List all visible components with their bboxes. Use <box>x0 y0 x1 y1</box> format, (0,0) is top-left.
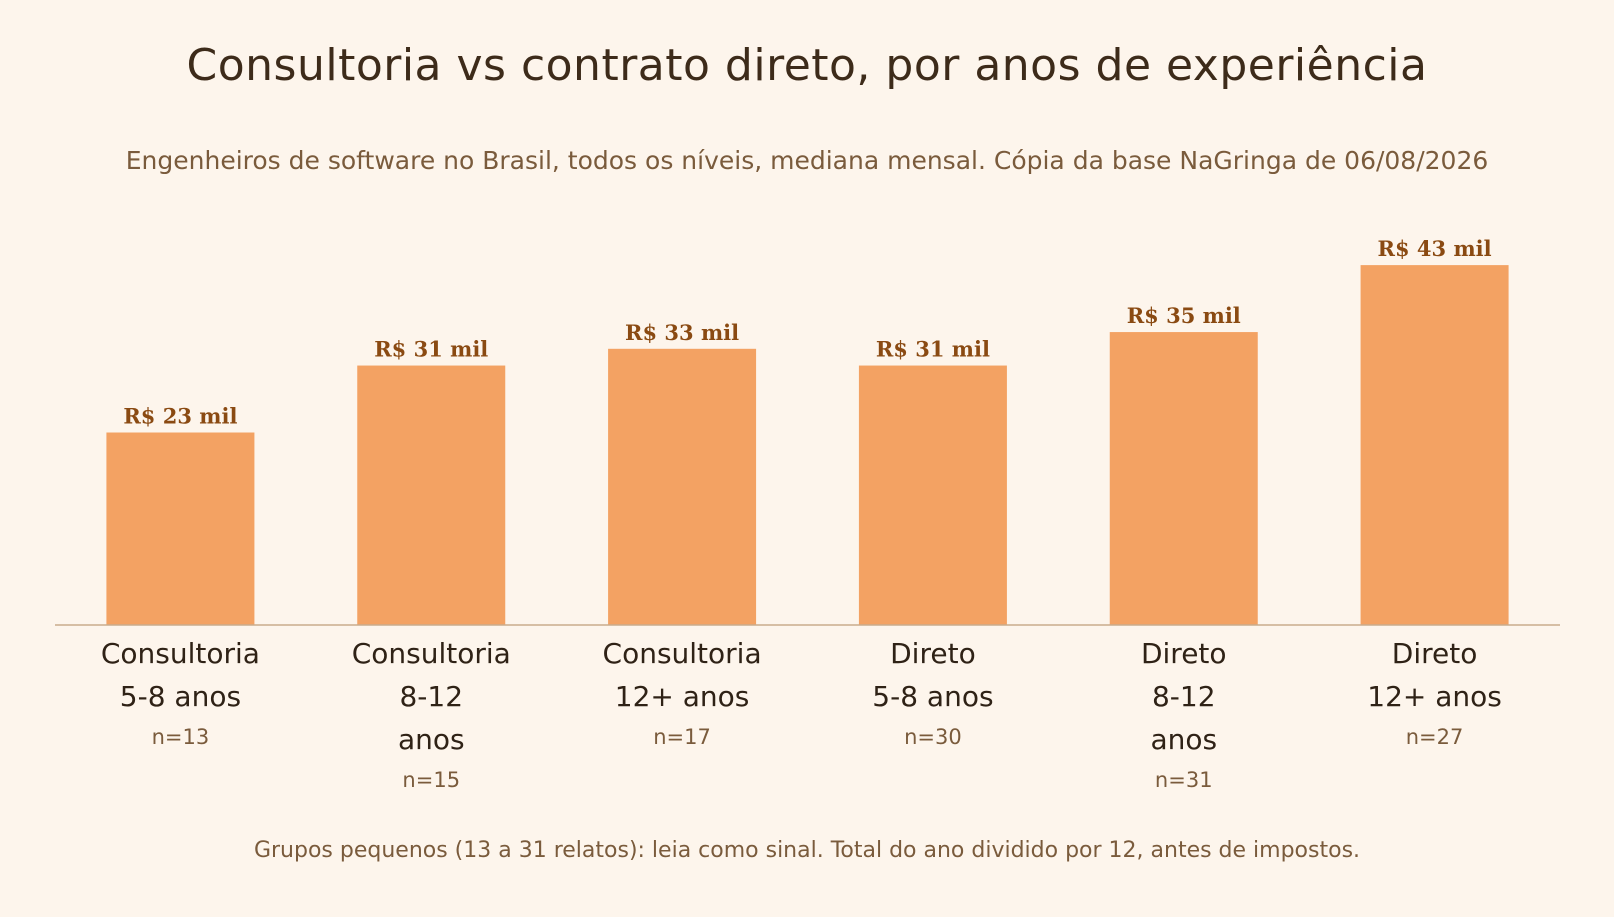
value-label-1: R$ 23 mil <box>123 404 237 429</box>
bar-6 <box>1360 265 1509 625</box>
sample-size-label-1: n=13 <box>152 725 210 749</box>
value-label-2: R$ 31 mil <box>374 337 488 362</box>
category-label-5-line-3: anos <box>1150 723 1217 756</box>
category-label-2-line-1: Consultoria <box>352 637 511 670</box>
labels-layer: R$ 23 mil Consultoria 5-8 anos n=13 R$ 31 mi… <box>101 236 1502 792</box>
bar-1 <box>106 432 255 625</box>
category-label-1-line-2: 5-8 anos <box>120 680 241 713</box>
bars-layer <box>106 265 1509 625</box>
category-label-6-line-1: Direto <box>1392 637 1478 670</box>
category-label-3-line-2: 12+ anos <box>615 680 750 713</box>
category-label-1-line-1: Consultoria <box>101 637 260 670</box>
category-label-3-line-1: Consultoria <box>603 637 762 670</box>
bar-3 <box>608 348 757 625</box>
category-label-6-line-2: 12+ anos <box>1367 680 1502 713</box>
sample-size-label-5: n=31 <box>1155 768 1213 792</box>
bar-2 <box>357 365 506 625</box>
bar-5 <box>1109 332 1258 625</box>
value-label-3: R$ 33 mil <box>625 320 739 345</box>
category-label-2-line-2: 8-12 <box>399 680 463 713</box>
sample-size-label-4: n=30 <box>904 725 962 749</box>
sample-size-label-6: n=27 <box>1406 725 1464 749</box>
chart-title: Consultoria vs contrato direto, por anos… <box>186 40 1428 91</box>
value-label-4: R$ 31 mil <box>876 337 990 362</box>
category-label-4-line-2: 5-8 anos <box>872 680 993 713</box>
value-label-6: R$ 43 mil <box>1378 236 1492 261</box>
sample-size-label-2: n=15 <box>402 768 460 792</box>
chart-subtitle: Engenheiros de software no Brasil, todos… <box>125 146 1489 175</box>
category-label-4-line-1: Direto <box>890 637 976 670</box>
value-label-5: R$ 35 mil <box>1127 303 1241 328</box>
chart-footnote: Grupos pequenos (13 a 31 relatos): leia … <box>253 838 1361 863</box>
category-label-5-line-2: 8-12 <box>1152 680 1216 713</box>
category-label-2-line-3: anos <box>398 723 465 756</box>
bar-4 <box>858 365 1007 625</box>
sample-size-label-3: n=17 <box>653 725 711 749</box>
category-label-5-line-1: Direto <box>1141 637 1227 670</box>
